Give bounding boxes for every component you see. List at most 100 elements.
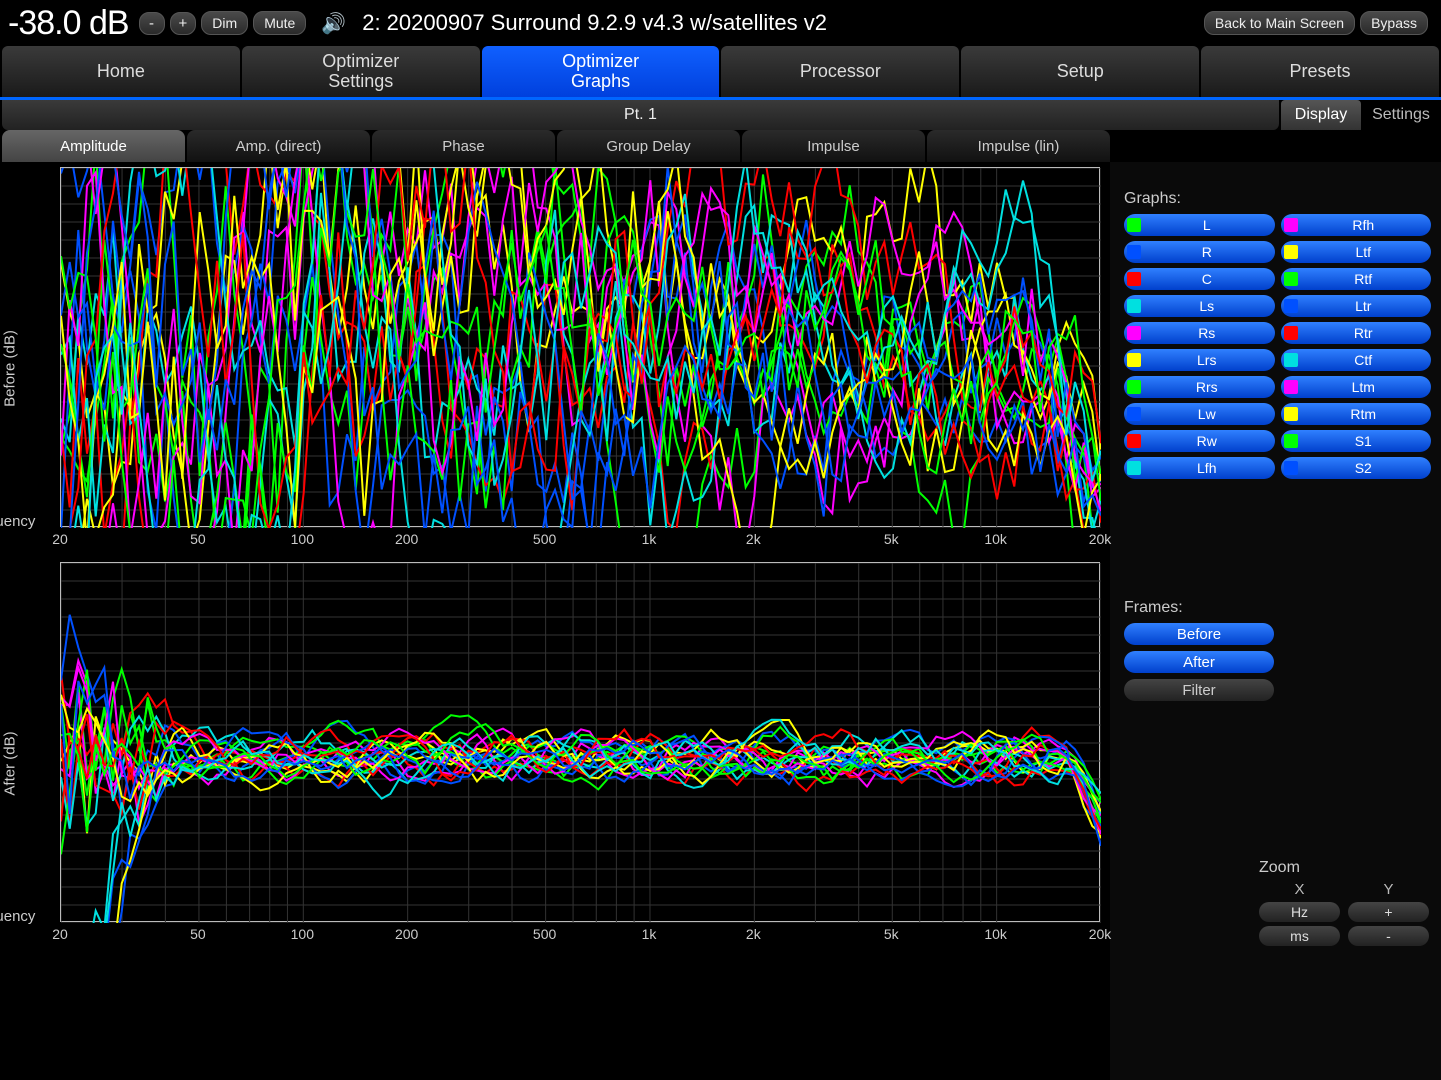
zoom-plus-button[interactable]: +: [1348, 902, 1429, 922]
xtick: 10k: [984, 926, 1007, 942]
nav-setup[interactable]: Setup: [961, 46, 1199, 97]
channel-rw[interactable]: Rw: [1124, 430, 1275, 452]
channel-rfh[interactable]: Rfh: [1281, 214, 1432, 236]
channel-swatch: [1127, 245, 1141, 259]
xtick: 2k: [746, 531, 761, 547]
channel-label: C: [1145, 271, 1269, 287]
display-tab[interactable]: Display: [1281, 100, 1361, 130]
channel-s2[interactable]: S2: [1281, 457, 1432, 479]
channel-label: Ltm: [1302, 379, 1426, 395]
channel-swatch: [1127, 407, 1141, 421]
channel-label: Rtr: [1302, 325, 1426, 341]
zoom-x-label: X: [1259, 881, 1340, 898]
channel-ltf[interactable]: Ltf: [1281, 241, 1432, 263]
xtick: 20k: [1089, 531, 1112, 547]
nav-processor[interactable]: Processor: [721, 46, 959, 97]
xtick: 100: [291, 926, 314, 942]
tab-impulse-lin-[interactable]: Impulse (lin): [927, 130, 1110, 162]
zoom-title: Zoom: [1259, 859, 1429, 877]
xtick: 200: [395, 926, 418, 942]
channel-c[interactable]: C: [1124, 268, 1275, 290]
channel-swatch: [1284, 380, 1298, 394]
preset-title: 2: 20200907 Surround 9.2.9 v4.3 w/satell…: [362, 10, 1204, 36]
tab-impulse[interactable]: Impulse: [742, 130, 925, 162]
volume-down-button[interactable]: -: [139, 12, 165, 35]
channel-rtr[interactable]: Rtr: [1281, 322, 1432, 344]
db-readout: -38.0 dB: [8, 4, 129, 43]
channel-lrs[interactable]: Lrs: [1124, 349, 1275, 371]
zoom-minus-button[interactable]: -: [1348, 926, 1429, 946]
channel-swatch: [1127, 380, 1141, 394]
tab-group-delay[interactable]: Group Delay: [557, 130, 740, 162]
channel-rrs[interactable]: Rrs: [1124, 376, 1275, 398]
channel-l[interactable]: L: [1124, 214, 1275, 236]
frame-after[interactable]: After: [1124, 651, 1274, 673]
nav-optimizer-graphs[interactable]: OptimizerGraphs: [482, 46, 720, 97]
channel-swatch: [1284, 272, 1298, 286]
channel-grid: L Rfh R Ltf C Rtf Ls Ltr Rs Rtr Lrs Ctf Rrs Ltm Lw Rtm R…: [1124, 214, 1431, 479]
zoom-ms-button[interactable]: ms: [1259, 926, 1340, 946]
speaker-icon: 🔊: [321, 11, 346, 36]
channel-label: Rs: [1145, 325, 1269, 341]
channel-label: Rrs: [1145, 379, 1269, 395]
xlabel: Frequency (Hz): [0, 513, 35, 547]
channel-rs[interactable]: Rs: [1124, 322, 1275, 344]
channel-swatch: [1284, 434, 1298, 448]
channel-label: Rw: [1145, 433, 1269, 449]
sidebar: Graphs: LRfhRLtfCRtfLsLtrRsRtrLrsCtfRrsL…: [1110, 162, 1441, 1080]
channel-swatch: [1127, 353, 1141, 367]
channel-ltr[interactable]: Ltr: [1281, 295, 1432, 317]
nav-optimizer-settings[interactable]: OptimizerSettings: [242, 46, 480, 97]
bypass-button[interactable]: Bypass: [1360, 11, 1428, 35]
point-selector[interactable]: Pt. 1: [2, 100, 1279, 130]
channel-ctf[interactable]: Ctf: [1281, 349, 1432, 371]
volume-up-button[interactable]: +: [170, 12, 197, 35]
tab-amp-direct-[interactable]: Amp. (direct): [187, 130, 370, 162]
after-plot[interactable]: [60, 562, 1100, 922]
xtick: 10k: [984, 531, 1007, 547]
tab-amplitude[interactable]: Amplitude: [2, 130, 185, 162]
channel-swatch: [1127, 326, 1141, 340]
before-plot[interactable]: [60, 167, 1100, 527]
channel-swatch: [1284, 245, 1298, 259]
xtick: 200: [395, 531, 418, 547]
channel-rtf[interactable]: Rtf: [1281, 268, 1432, 290]
channel-label: S2: [1302, 460, 1426, 476]
settings-tab[interactable]: Settings: [1361, 100, 1441, 130]
dim-button[interactable]: Dim: [201, 11, 248, 35]
channel-swatch: [1284, 218, 1298, 232]
channel-ls[interactable]: Ls: [1124, 295, 1275, 317]
frame-before[interactable]: Before: [1124, 623, 1274, 645]
main-nav: HomeOptimizerSettingsOptimizerGraphsProc…: [0, 46, 1441, 100]
frame-filter[interactable]: Filter: [1124, 679, 1274, 701]
nav-presets[interactable]: Presets: [1201, 46, 1439, 97]
channel-label: R: [1145, 244, 1269, 260]
channel-label: Ltf: [1302, 244, 1426, 260]
channel-lfh[interactable]: Lfh: [1124, 457, 1275, 479]
xtick: 20: [52, 531, 68, 547]
zoom-hz-button[interactable]: Hz: [1259, 902, 1340, 922]
before-ylabel: Before (dB): [2, 330, 19, 407]
top-bar: -38.0 dB - + Dim Mute 🔊 2: 20200907 Surr…: [0, 0, 1441, 46]
channel-rtm[interactable]: Rtm: [1281, 403, 1432, 425]
channel-label: Rtf: [1302, 271, 1426, 287]
channel-swatch: [1284, 407, 1298, 421]
nav-home[interactable]: Home: [2, 46, 240, 97]
channel-label: Lw: [1145, 406, 1269, 422]
channel-r[interactable]: R: [1124, 241, 1275, 263]
mute-button[interactable]: Mute: [253, 11, 306, 35]
xtick: 50: [190, 531, 206, 547]
channel-label: Rtm: [1302, 406, 1426, 422]
channel-swatch: [1127, 272, 1141, 286]
chart-column: Before (dB) -10-5051020501002005001k2k5k…: [0, 162, 1110, 1080]
channel-ltm[interactable]: Ltm: [1281, 376, 1432, 398]
channel-lw[interactable]: Lw: [1124, 403, 1275, 425]
channel-swatch: [1284, 326, 1298, 340]
channel-label: Ltr: [1302, 298, 1426, 314]
channel-label: Lrs: [1145, 352, 1269, 368]
back-to-main-button[interactable]: Back to Main Screen: [1204, 11, 1355, 35]
tab-phase[interactable]: Phase: [372, 130, 555, 162]
graph-tabs: AmplitudeAmp. (direct)PhaseGroup DelayIm…: [0, 130, 1110, 162]
channel-s1[interactable]: S1: [1281, 430, 1432, 452]
xtick: 5k: [884, 531, 899, 547]
